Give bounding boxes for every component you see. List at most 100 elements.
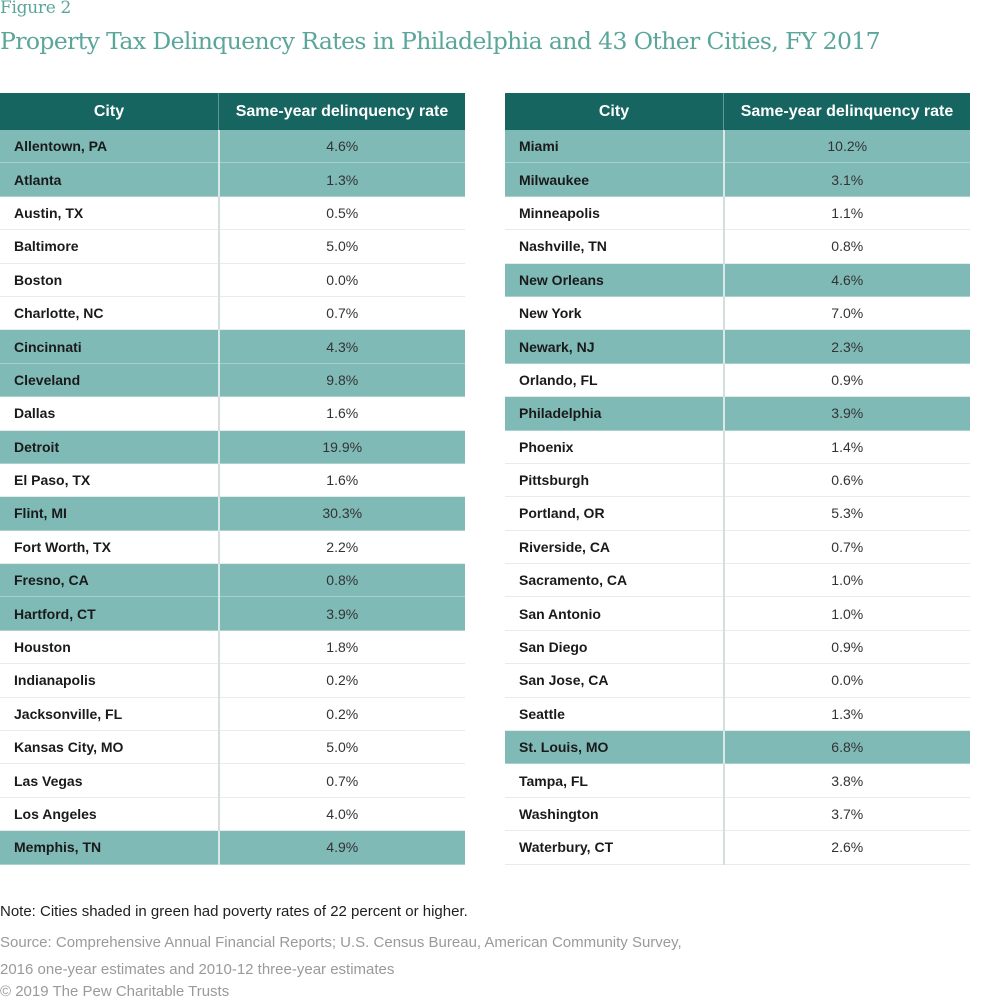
city-cell: Pittsburgh <box>505 463 725 498</box>
city-cell: Jacksonville, FL <box>0 697 220 732</box>
city-cell: Detroit <box>0 430 220 464</box>
table-row: Cincinnati 4.3% <box>0 329 465 364</box>
header-rate: Same-year delinquency rate <box>218 93 465 130</box>
rate-cell: 1.3% <box>723 697 970 732</box>
rate-cell: 0.2% <box>218 663 465 698</box>
rate-cell: 7.0% <box>723 296 970 331</box>
table-row: Los Angeles 4.0% <box>0 797 465 832</box>
table-row: Baltimore 5.0% <box>0 229 465 264</box>
rate-cell: 19.9% <box>218 430 465 464</box>
table-row: Las Vegas 0.7% <box>0 763 465 798</box>
rate-cell: 3.7% <box>723 797 970 832</box>
rate-cell: 1.6% <box>218 396 465 431</box>
table-row: Newark, NJ 2.3% <box>505 329 970 364</box>
source-line-1: Source: Comprehensive Annual Financial R… <box>0 934 682 951</box>
table-row: New York 7.0% <box>505 296 970 331</box>
city-cell: New York <box>505 296 725 331</box>
table-row: Tampa, FL 3.8% <box>505 763 970 798</box>
table-row: Washington 3.7% <box>505 797 970 832</box>
table-row: San Jose, CA 0.0% <box>505 663 970 698</box>
city-cell: Waterbury, CT <box>505 830 725 865</box>
table-row: Hartford, CT 3.9% <box>0 596 465 631</box>
table-row: Milwaukee 3.1% <box>505 162 970 197</box>
city-cell: Minneapolis <box>505 196 725 231</box>
table-row: Phoenix 1.4% <box>505 430 970 464</box>
table-row: El Paso, TX 1.6% <box>0 463 465 498</box>
table-row: Detroit 19.9% <box>0 430 465 464</box>
table-row: St. Louis, MO 6.8% <box>505 730 970 765</box>
rate-cell: 0.7% <box>723 530 970 565</box>
table-row: Minneapolis 1.1% <box>505 196 970 231</box>
city-cell: Orlando, FL <box>505 363 725 398</box>
city-cell: Hartford, CT <box>0 596 220 631</box>
city-cell: Cincinnati <box>0 329 220 364</box>
table-row: Miami 10.2% <box>505 130 970 164</box>
city-cell: Fresno, CA <box>0 563 220 598</box>
rate-cell: 0.0% <box>218 263 465 297</box>
header-rate: Same-year delinquency rate <box>723 93 970 130</box>
city-cell: Washington <box>505 797 725 832</box>
rate-cell: 0.7% <box>218 296 465 331</box>
rate-cell: 3.9% <box>218 596 465 631</box>
city-cell: Los Angeles <box>0 797 220 832</box>
rate-cell: 5.0% <box>218 229 465 264</box>
table-row: Flint, MI 30.3% <box>0 496 465 531</box>
table-row: Nashville, TN 0.8% <box>505 229 970 264</box>
table-row: Philadelphia 3.9% <box>505 396 970 431</box>
rate-cell: 3.8% <box>723 763 970 798</box>
city-cell: Atlanta <box>0 162 220 197</box>
rate-cell: 6.8% <box>723 730 970 765</box>
rate-cell: 1.0% <box>723 596 970 631</box>
footer-note: Note: Cities shaded in green had poverty… <box>0 903 468 920</box>
rate-cell: 9.8% <box>218 363 465 398</box>
table-row: San Antonio 1.0% <box>505 596 970 631</box>
rate-cell: 5.0% <box>218 730 465 765</box>
figure-title: Property Tax Delinquency Rates in Philad… <box>0 27 881 55</box>
table-row: Jacksonville, FL 0.2% <box>0 697 465 732</box>
left-table-body: Allentown, PA 4.6% Atlanta 1.3% Austin, TX 0.… <box>0 130 465 865</box>
table-row: Boston 0.0% <box>0 263 465 297</box>
header-city: City <box>0 93 219 130</box>
rate-cell: 0.2% <box>218 697 465 732</box>
city-cell: Flint, MI <box>0 496 220 531</box>
table-row: Fort Worth, TX 2.2% <box>0 530 465 565</box>
city-cell: Charlotte, NC <box>0 296 220 331</box>
rate-cell: 10.2% <box>723 130 970 164</box>
table-row: Memphis, TN 4.9% <box>0 830 465 865</box>
rate-cell: 0.7% <box>218 763 465 798</box>
city-cell: San Diego <box>505 630 725 665</box>
table-row: Austin, TX 0.5% <box>0 196 465 231</box>
table-header-row: City Same-year delinquency rate <box>0 93 465 130</box>
table-row: Houston 1.8% <box>0 630 465 665</box>
city-cell: Miami <box>505 130 725 164</box>
rate-cell: 5.3% <box>723 496 970 531</box>
city-cell: San Jose, CA <box>505 663 725 698</box>
city-cell: Indianapolis <box>0 663 220 698</box>
city-cell: Fort Worth, TX <box>0 530 220 565</box>
city-cell: Nashville, TN <box>505 229 725 264</box>
rate-cell: 1.6% <box>218 463 465 498</box>
source-line-2: 2016 one-year estimates and 2010-12 thre… <box>0 961 395 978</box>
city-cell: Cleveland <box>0 363 220 398</box>
right-table: City Same-year delinquency rate Miami 10.… <box>505 93 970 865</box>
rate-cell: 1.4% <box>723 430 970 464</box>
city-cell: Kansas City, MO <box>0 730 220 765</box>
city-cell: Phoenix <box>505 430 725 464</box>
city-cell: Austin, TX <box>0 196 220 231</box>
rate-cell: 0.5% <box>218 196 465 231</box>
rate-cell: 1.1% <box>723 196 970 231</box>
city-cell: Sacramento, CA <box>505 563 725 598</box>
city-cell: New Orleans <box>505 263 725 297</box>
footer-source: Source: Comprehensive Annual Financial R… <box>0 929 900 983</box>
table-row: Sacramento, CA 1.0% <box>505 563 970 598</box>
table-row: Portland, OR 5.3% <box>505 496 970 531</box>
rate-cell: 0.6% <box>723 463 970 498</box>
city-cell: Las Vegas <box>0 763 220 798</box>
table-row: Dallas 1.6% <box>0 396 465 431</box>
table-row: Cleveland 9.8% <box>0 363 465 398</box>
rate-cell: 0.8% <box>218 563 465 598</box>
rate-cell: 4.6% <box>723 263 970 297</box>
city-cell: Newark, NJ <box>505 329 725 364</box>
footer-copyright: © 2019 The Pew Charitable Trusts <box>0 983 230 1000</box>
rate-cell: 4.6% <box>218 130 465 164</box>
